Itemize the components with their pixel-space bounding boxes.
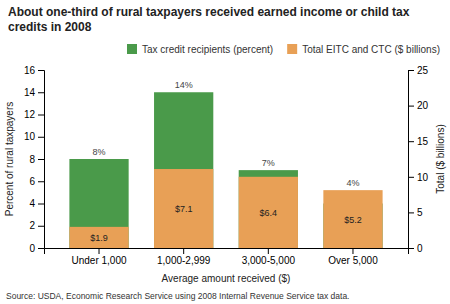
y-axis: 0 2 4 6 8 10 12 14 16 xyxy=(24,65,45,254)
legend-item: Tax credit recipients (percent) xyxy=(127,44,273,55)
tick-mark xyxy=(38,204,44,205)
tick-label: 0 xyxy=(417,243,423,254)
bar xyxy=(154,169,213,248)
tick-mark xyxy=(38,248,44,249)
tick-mark xyxy=(38,159,44,160)
tick-mark xyxy=(38,137,44,138)
tick-mark xyxy=(38,181,44,182)
bar-series xyxy=(69,92,382,248)
tick-label: Under 1,000 xyxy=(71,255,126,266)
tick: 12 xyxy=(24,109,44,120)
data-label: $5.2 xyxy=(344,215,362,225)
tick-mark xyxy=(38,70,44,71)
tick-label: 6 xyxy=(29,176,35,187)
y2-axis: 0 5 10 15 20 25 xyxy=(408,65,429,254)
data-label: 4% xyxy=(346,178,359,188)
x-axis: Under 1,000 1,000-2,999 3,000-5,000 Over 5,… xyxy=(45,248,409,266)
tick-label: 10 xyxy=(417,172,429,183)
tick: 6 xyxy=(29,176,44,187)
tick: 16 xyxy=(24,65,44,76)
data-label: 8% xyxy=(93,147,106,157)
tick: 8 xyxy=(29,154,44,165)
data-labels: 8% 14% 7% 4% $1.9 $7.1 $6.4 $5.2 xyxy=(90,80,361,243)
tick-label: 1,000-2,999 xyxy=(157,255,211,266)
tick-label: 12 xyxy=(24,109,36,120)
tick-label: 2 xyxy=(29,220,35,231)
legend: Tax credit recipients (percent) Total EIT… xyxy=(127,44,440,55)
tick-label: 8 xyxy=(29,154,35,165)
tick: 3,000-5,000 xyxy=(242,248,296,266)
data-label: $6.4 xyxy=(260,208,278,218)
tick: 5 xyxy=(408,207,423,218)
bar xyxy=(239,177,298,248)
tick: 15 xyxy=(408,136,429,147)
legend-label: Tax credit recipients (percent) xyxy=(142,44,273,55)
tick-mark xyxy=(408,248,414,249)
tick-mark xyxy=(408,177,414,178)
bar xyxy=(69,227,128,248)
tick-mark xyxy=(352,248,353,254)
tick-mark xyxy=(268,248,269,254)
tick: 25 xyxy=(408,65,429,76)
bar xyxy=(323,190,382,248)
tick: 2 xyxy=(29,220,44,231)
tick: 4 xyxy=(29,198,44,209)
tick-label: 4 xyxy=(29,198,35,209)
axis-line xyxy=(38,71,45,249)
y-axis-title: Percent of rural taxpayers xyxy=(4,102,15,217)
tick-label: 0 xyxy=(29,243,35,254)
tick: 0 xyxy=(408,243,423,254)
tick-label: 14 xyxy=(24,87,36,98)
legend-swatch xyxy=(287,44,297,54)
tick-label: 3,000-5,000 xyxy=(242,255,296,266)
tick: 1,000-2,999 xyxy=(157,248,211,266)
bar-series xyxy=(69,169,382,248)
tick-mark xyxy=(408,70,414,71)
title: credits in 2008 xyxy=(8,20,92,34)
tick-label: 5 xyxy=(417,207,423,218)
y2-axis-title: Total ($ billions) xyxy=(435,124,446,193)
axis-line xyxy=(409,71,415,249)
tick-mark xyxy=(408,141,414,142)
data-label: 7% xyxy=(262,158,275,168)
tick: 10 xyxy=(24,131,44,142)
tick: 20 xyxy=(408,100,429,111)
annotation: Source: USDA, Economic Research Service … xyxy=(6,291,349,301)
tick-mark xyxy=(183,248,184,254)
tick-mark xyxy=(38,115,44,116)
tick: Over 5,000 xyxy=(328,248,378,266)
data-label: 14% xyxy=(175,80,193,90)
tick-label: 20 xyxy=(417,100,429,111)
tick-label: 16 xyxy=(24,65,36,76)
legend-label: Total EITC and CTC ($ billions) xyxy=(302,44,440,55)
tick-mark xyxy=(99,248,100,254)
tick-label: 25 xyxy=(417,65,429,76)
bar xyxy=(69,159,128,248)
tick-mark xyxy=(408,106,414,107)
legend-swatch xyxy=(127,44,137,54)
tick: 14 xyxy=(24,87,44,98)
plot: Under 1,000 1,000-2,999 3,000-5,000 Over 5,… xyxy=(24,65,429,266)
tick-mark xyxy=(38,226,44,227)
axis-line xyxy=(45,249,409,255)
tick-label: Over 5,000 xyxy=(328,255,378,266)
bar xyxy=(239,170,298,248)
tick: 10 xyxy=(408,172,429,183)
x-axis-title: Average amount received ($) xyxy=(162,273,291,284)
bar xyxy=(154,92,213,248)
bars xyxy=(69,92,382,248)
tick-mark xyxy=(38,92,44,93)
data-label: $1.9 xyxy=(90,233,108,243)
tick-mark xyxy=(408,212,414,213)
tick-label: 10 xyxy=(24,131,36,142)
tick-label: 15 xyxy=(417,136,429,147)
legend-item: Total EITC and CTC ($ billions) xyxy=(287,44,440,55)
data-label: $7.1 xyxy=(175,204,193,214)
chart: About one-third of rural taxpayers recei… xyxy=(0,0,450,304)
tick: 0 xyxy=(29,243,44,254)
title: About one-third of rural taxpayers recei… xyxy=(8,5,410,19)
tick: Under 1,000 xyxy=(71,248,126,266)
